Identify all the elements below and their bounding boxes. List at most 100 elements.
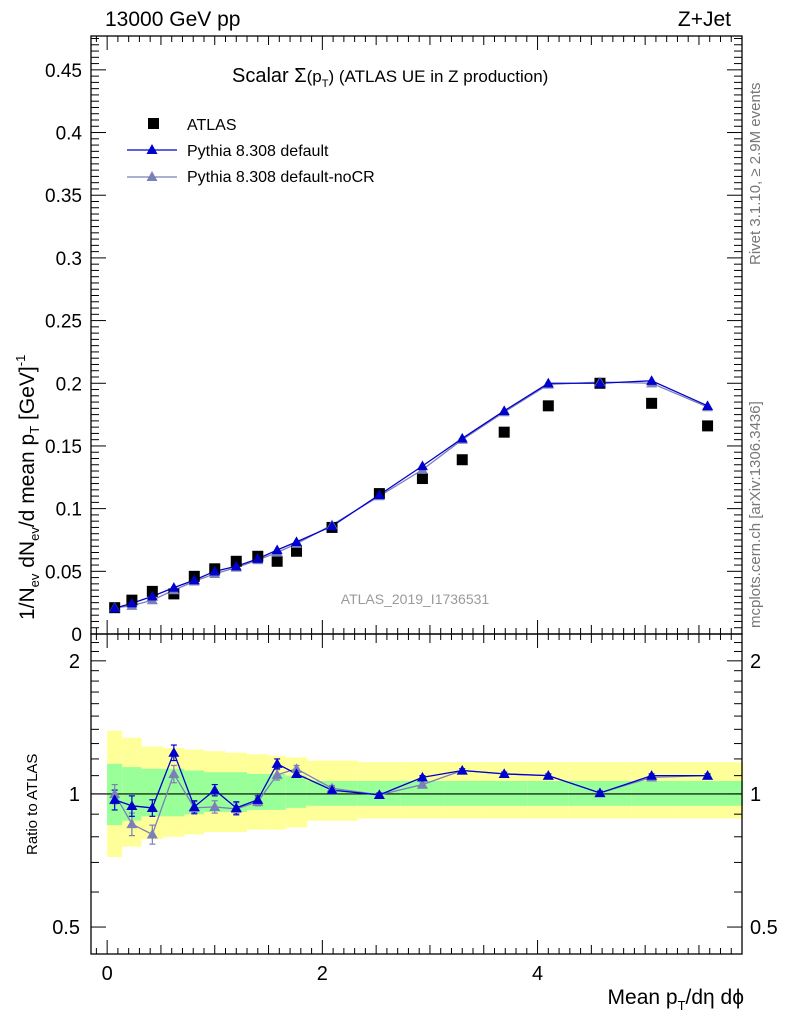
ylabel-main-sup: -1 <box>13 355 28 367</box>
ratio-band-green <box>163 768 185 817</box>
ratio-series-point-default <box>168 747 180 757</box>
atlas-data-point <box>646 397 658 409</box>
main-series-point-default <box>188 574 200 585</box>
legend: ATLAS Pythia 8.308 default Pythia 8.308 … <box>127 117 375 186</box>
main-y-tick-label: 0.4 <box>56 124 83 145</box>
main-series-point-default <box>416 460 428 471</box>
ratio-series-point-default <box>291 768 303 779</box>
legend-atlas-label: ATLAS <box>187 117 237 134</box>
ratio-panel-axes: 0 2 4 0.5 0.5 1 1 2 2 <box>52 633 778 985</box>
plot-title-open: (p <box>307 67 322 86</box>
main-panel-data <box>109 375 714 614</box>
side-text-upper: Rivet 3.1.10, ≥ 2.9M events <box>747 83 764 266</box>
atlas-data-point <box>416 473 428 485</box>
main-series-point-default <box>326 520 338 531</box>
plot-title-sigma: Σ <box>294 65 306 87</box>
main-series-line-default <box>114 380 708 609</box>
ylabel-main-p3: /d mean p <box>16 434 39 527</box>
ratio-panel-data <box>109 744 714 845</box>
main-y-tick-label: 0.15 <box>45 437 82 458</box>
ratio-series-point-default <box>188 801 200 811</box>
ratio-series-point-nocr <box>416 779 428 789</box>
main-series-point-default <box>109 602 121 613</box>
atlas-data-point <box>542 400 554 412</box>
ylabel-main-p2: dN <box>16 541 39 574</box>
x-tick-label: 4 <box>532 963 543 985</box>
ratio-band-green <box>247 773 269 810</box>
ratio-band-green <box>268 773 286 810</box>
ylabel-main-p1: 1/N <box>16 587 39 620</box>
atlas-data-point <box>456 454 468 466</box>
ratio-y-tick-label-left: 0.5 <box>52 917 80 939</box>
plot-title: Scalar Σ(pT) (ATLAS UE in Z production) <box>232 65 548 90</box>
legend-atlas-marker <box>148 118 159 129</box>
main-series-point-default <box>373 489 385 499</box>
legend-nocr-label: Pythia 8.308 default-noCR <box>187 169 375 186</box>
main-series-point-default <box>126 597 138 608</box>
main-series-point-default <box>209 565 221 576</box>
x-tick-label: 2 <box>317 963 328 985</box>
ratio-series-point-default <box>209 784 221 795</box>
ratio-y-tick-label-right: 0.5 <box>750 917 778 939</box>
plot-title-sub: T <box>322 78 329 90</box>
ratio-series-point-nocr <box>109 788 121 799</box>
ratio-y-tick-label-right: 2 <box>750 651 761 673</box>
main-y-tick-label: 0.3 <box>56 249 82 270</box>
ylabel-main-p4: [GeV] <box>16 366 39 426</box>
ratio-series-point-default <box>498 768 510 779</box>
ratio-series-point-default <box>271 758 283 768</box>
ratio-series-point-default <box>373 789 385 800</box>
ratio-series-point-default <box>456 764 468 775</box>
main-series-point-default <box>252 553 264 563</box>
main-y-tick-label: 0.45 <box>45 61 82 82</box>
ratio-series-point-default <box>252 794 264 804</box>
ratio-band-green <box>225 772 248 813</box>
xlabel-s1: T <box>678 998 686 1013</box>
atlas-data-point <box>498 426 510 438</box>
main-y-tick-label: 0.1 <box>56 500 82 521</box>
main-y-tick-label: 0.25 <box>45 312 82 333</box>
ratio-series-point-nocr <box>146 828 158 839</box>
ratio-series-point-default <box>416 771 428 782</box>
plot-title-close: ) <box>328 67 334 86</box>
main-series-line-nocr <box>114 381 708 609</box>
ratio-series-point-default <box>126 800 138 810</box>
ratio-series-point-nocr <box>126 818 138 829</box>
ratio-y-tick-label-left: 1 <box>69 784 80 806</box>
ratio-series-point-default <box>230 802 242 812</box>
ratio-series-point-default <box>109 794 121 804</box>
main-series-point-default <box>291 536 303 546</box>
ratio-series-point-default <box>646 770 658 780</box>
header-left: 13000 GeV pp <box>105 8 240 31</box>
ratio-series-point-nocr <box>291 763 303 773</box>
main-y-tick-label: 0.35 <box>45 186 82 207</box>
main-y-tick-label: 0.05 <box>45 562 82 583</box>
main-series-point-default <box>646 375 658 385</box>
plot-title-rest: (ATLAS UE in Z production) <box>334 67 548 86</box>
ylabel-ratio: Ratio to ATLAS <box>24 754 41 855</box>
atlas-data-point <box>291 545 303 557</box>
atlas-data-point <box>702 420 714 432</box>
ylabel-main-s1: ev <box>27 573 42 587</box>
legend-default-label: Pythia 8.308 default <box>187 143 329 160</box>
ratio-y-tick-label-right: 1 <box>750 784 761 806</box>
ratio-band-green <box>285 775 308 808</box>
main-series-point-default <box>146 590 158 601</box>
main-series-point-default <box>456 432 468 443</box>
side-text-lower: mcplots.cern.ch [arXiv:1306.3436] <box>747 401 764 628</box>
x-tick-label: 0 <box>102 963 113 985</box>
ratio-series-point-nocr <box>209 801 221 811</box>
ratio-band-green <box>141 768 164 817</box>
main-series-point-default <box>271 544 283 555</box>
main-y-tick-label: 0.2 <box>56 374 82 395</box>
ylabel-main-s2: ev <box>27 527 42 541</box>
legend-default-marker <box>146 144 158 154</box>
legend-nocr-marker <box>146 171 158 181</box>
main-series-point-default <box>542 377 554 388</box>
main-series-point-default <box>702 400 714 410</box>
ratio-series-point-default <box>702 770 714 780</box>
main-series-point-default <box>498 405 510 415</box>
header-right: Z+Jet <box>678 8 731 31</box>
main-series-point-default <box>168 582 180 592</box>
